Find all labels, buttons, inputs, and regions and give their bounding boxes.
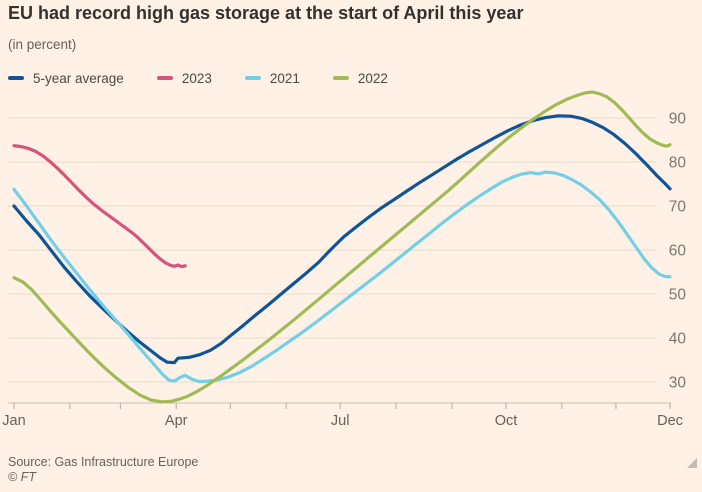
series-line-2023: [12, 144, 187, 269]
chart-legend: 5-year average 2023 2021 2022: [8, 69, 421, 87]
legend-label: 5-year average: [33, 70, 124, 86]
x-axis-label: Apr: [165, 413, 188, 429]
legend-label: 2023: [181, 70, 212, 86]
x-axis-label: Oct: [495, 413, 518, 429]
y-axis-label: 90: [669, 111, 687, 128]
chart-subtitle: (in percent): [8, 37, 77, 52]
legend-swatch-icon: [8, 76, 24, 80]
corner-resize-mark-icon: [687, 458, 697, 468]
y-axis-label: 70: [669, 199, 687, 216]
legend-swatch-icon: [244, 76, 261, 80]
legend-swatch-icon: [156, 76, 173, 80]
legend-item-2023: 2023: [156, 70, 212, 86]
x-axis-label: Jan: [2, 413, 25, 429]
line-chart: 30 40 50 60 70 80 90 Jan Apr Jul Oct Dec: [2, 90, 687, 429]
legend-label: 2022: [357, 70, 388, 86]
series-line-2021: [12, 170, 672, 384]
copyright-note: © FT: [8, 470, 36, 484]
legend-item-5-year-average: 5-year average: [8, 71, 124, 86]
x-axis-label: Dec: [657, 413, 683, 429]
y-axis-label: 30: [669, 375, 687, 392]
legend-label: 2021: [269, 70, 300, 86]
legend-swatch-icon: [332, 76, 349, 80]
legend-item-2022: 2022: [332, 70, 388, 86]
y-axis-label: 50: [669, 287, 687, 304]
y-axis-label: 80: [669, 155, 687, 172]
source-note: Source: Gas Infrastructure Europe: [8, 455, 199, 469]
legend-item-2021: 2021: [244, 70, 300, 86]
series-line-2022: [12, 90, 672, 404]
y-axis-label: 40: [669, 331, 687, 348]
x-axis-label: Jul: [331, 413, 350, 429]
y-axis-label: 60: [669, 243, 687, 260]
series-line-5-year-average: [12, 114, 672, 365]
chart-title: EU had record high gas storage at the st…: [8, 3, 524, 23]
